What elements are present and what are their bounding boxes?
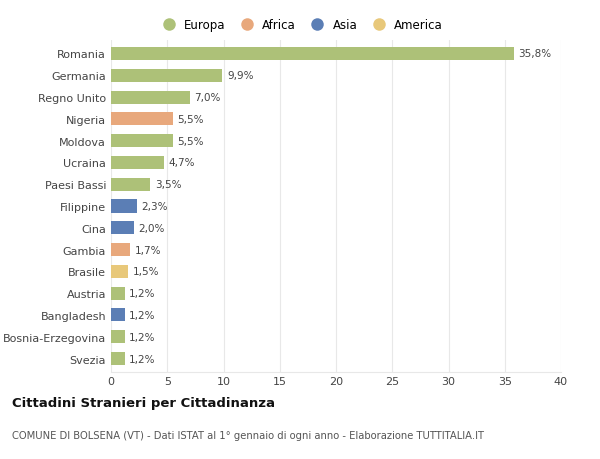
Text: 1,2%: 1,2% [129,332,155,342]
Bar [111,200,137,213]
Text: 1,2%: 1,2% [129,354,155,364]
Text: 5,5%: 5,5% [178,115,204,124]
Bar [111,352,125,365]
Legend: Europa, Africa, Asia, America: Europa, Africa, Asia, America [157,19,443,32]
Text: 5,5%: 5,5% [178,136,204,146]
Text: COMUNE DI BOLSENA (VT) - Dati ISTAT al 1° gennaio di ogni anno - Elaborazione TU: COMUNE DI BOLSENA (VT) - Dati ISTAT al 1… [12,431,484,440]
Bar [111,287,125,300]
Text: 1,7%: 1,7% [134,245,161,255]
Bar [111,222,133,235]
Text: 35,8%: 35,8% [518,50,551,59]
Text: 4,7%: 4,7% [169,158,195,168]
Bar [111,309,125,322]
Text: 7,0%: 7,0% [194,93,221,103]
Bar [111,330,125,343]
Text: 3,5%: 3,5% [155,180,181,190]
Text: 9,9%: 9,9% [227,71,253,81]
Text: 1,2%: 1,2% [129,310,155,320]
Bar [111,48,514,61]
Bar [111,178,151,191]
Bar [111,244,130,257]
Bar [111,91,190,104]
Bar [111,157,164,169]
Bar [111,135,173,148]
Text: 2,3%: 2,3% [142,202,168,212]
Bar [111,113,173,126]
Bar [111,70,223,83]
Text: Cittadini Stranieri per Cittadinanza: Cittadini Stranieri per Cittadinanza [12,396,275,409]
Text: 1,2%: 1,2% [129,289,155,298]
Text: 2,0%: 2,0% [138,223,164,233]
Text: 1,5%: 1,5% [133,267,159,277]
Bar [111,265,128,278]
